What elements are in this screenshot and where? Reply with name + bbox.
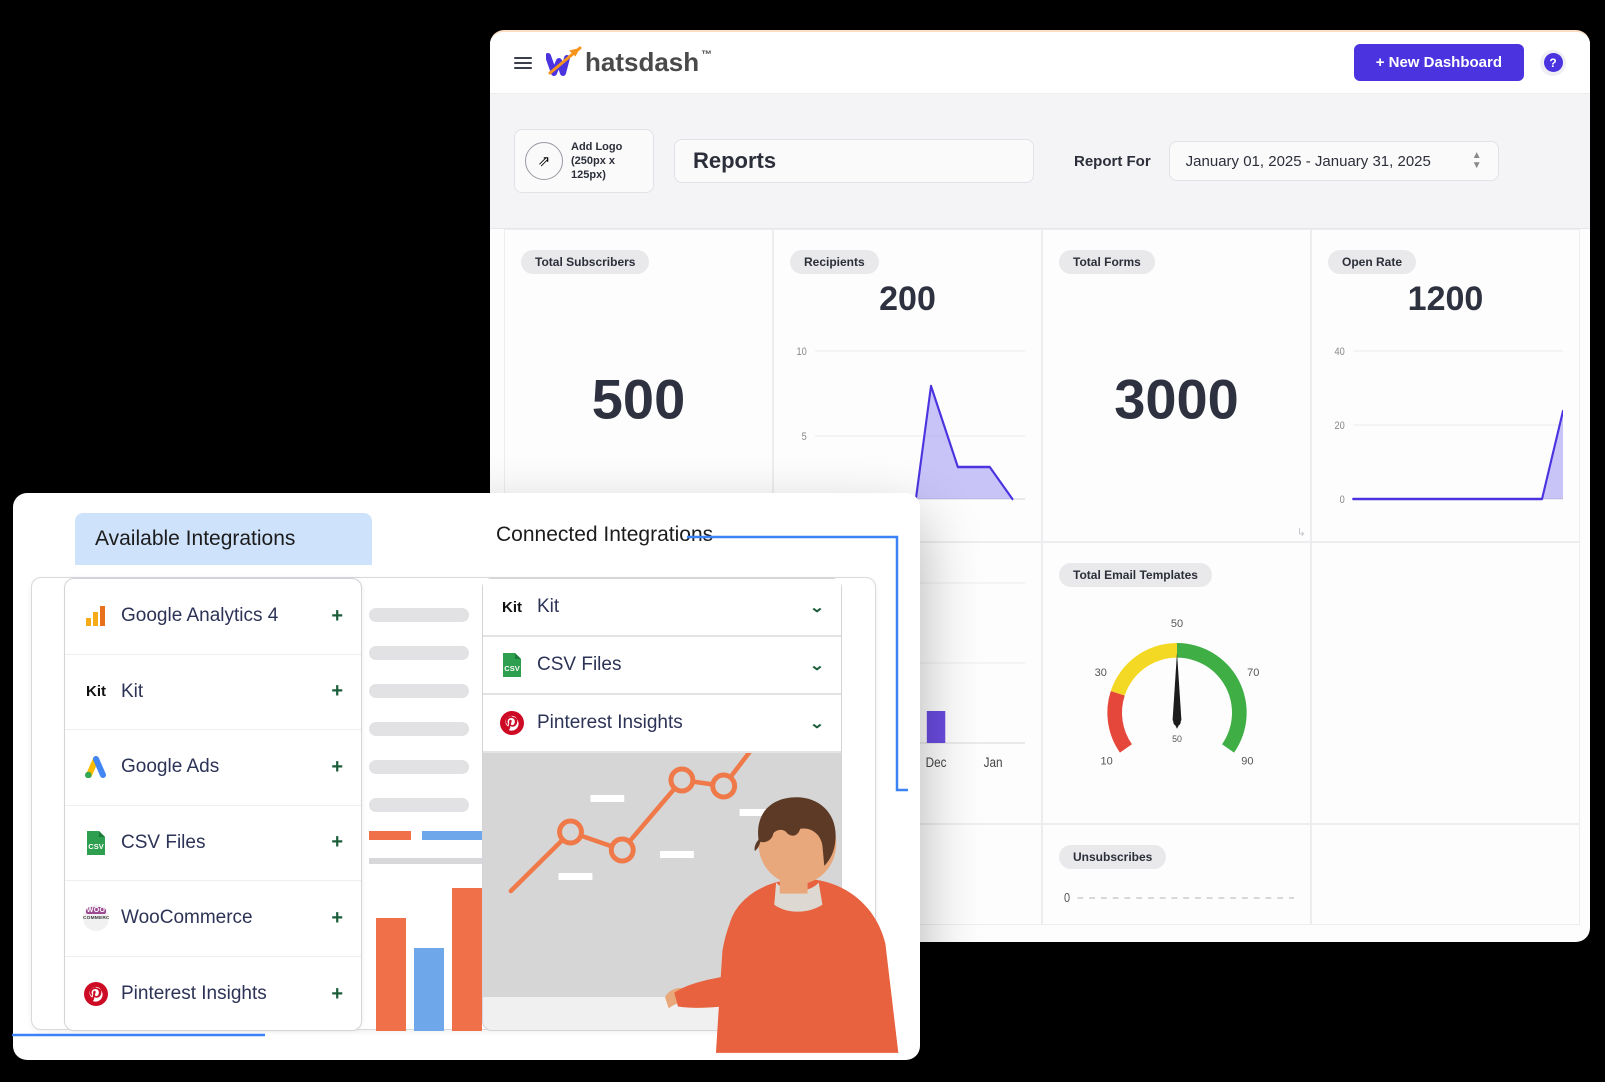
svg-text:Dec: Dec [926, 754, 947, 770]
svg-text:5: 5 [802, 431, 807, 443]
svg-text:Jan: Jan [984, 754, 1003, 770]
svg-text:CSV: CSV [88, 842, 103, 851]
svg-text:20: 20 [1335, 420, 1346, 432]
svg-text:30: 30 [1094, 667, 1106, 679]
svg-text:0: 0 [1340, 494, 1345, 506]
svg-text:10: 10 [797, 346, 808, 358]
svg-text:50: 50 [1170, 618, 1182, 630]
svg-text:70: 70 [1247, 667, 1259, 679]
svg-text:CSV: CSV [504, 664, 519, 673]
svg-text:40: 40 [1335, 346, 1346, 358]
svg-text:0: 0 [1064, 890, 1070, 905]
